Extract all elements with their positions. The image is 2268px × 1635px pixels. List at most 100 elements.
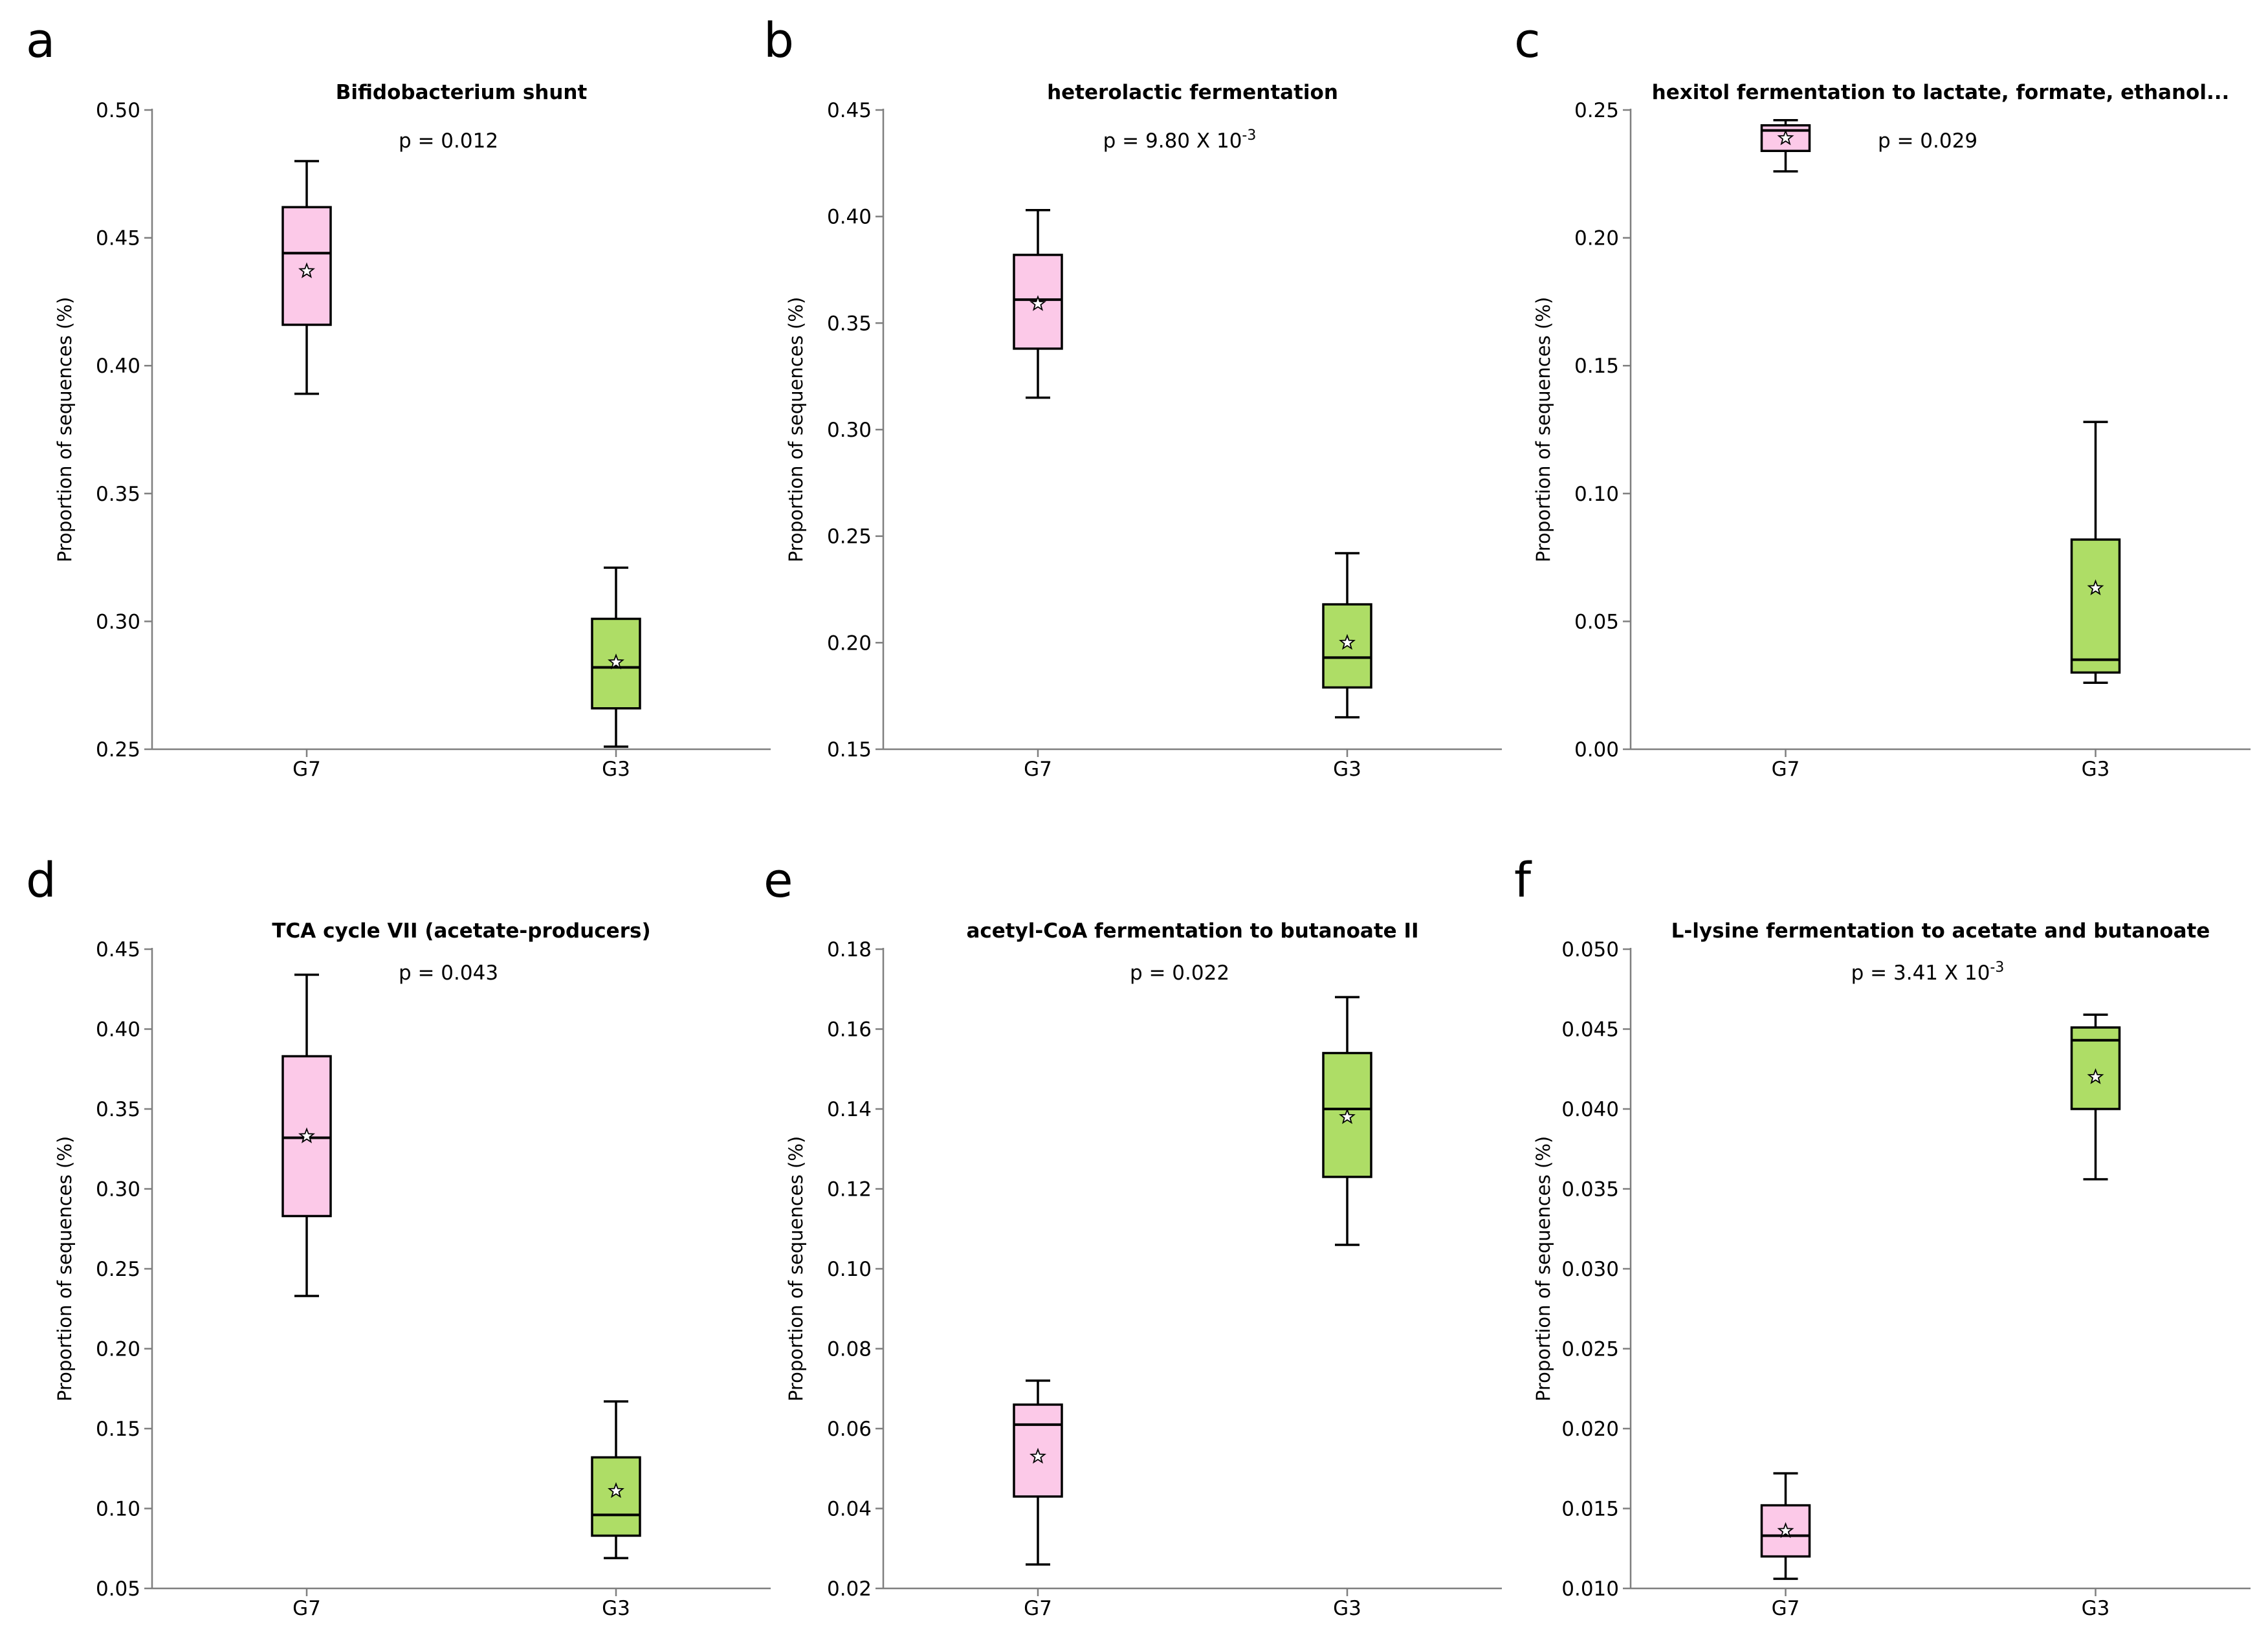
chart-title: L-lysine fermentation to acetate and but…	[1671, 919, 2210, 943]
y-tick-label: 0.25	[827, 525, 872, 549]
y-tick-label: 0.35	[827, 312, 872, 335]
y-tick-label: 0.040	[1561, 1098, 1619, 1121]
x-tick-label-g7: G7	[1772, 1597, 1800, 1620]
y-tick-label: 0.05	[1574, 610, 1619, 633]
y-tick-label: 0.35	[96, 1098, 140, 1121]
y-tick-label: 0.04	[827, 1498, 872, 1521]
box-g3	[2070, 421, 2121, 684]
y-tick-label: 0.025	[1561, 1338, 1619, 1361]
y-axis-label: Proportion of sequences (%)	[54, 297, 76, 562]
y-tick-label: 0.030	[1561, 1258, 1619, 1281]
y-tick-label: 0.45	[96, 227, 140, 250]
y-tick-label: 0.00	[1574, 738, 1619, 762]
p-value-label: p = 0.043	[399, 961, 498, 985]
iqr-box	[591, 1456, 641, 1537]
y-tick-label: 0.25	[96, 1258, 140, 1281]
mean-star-icon	[1029, 1447, 1046, 1464]
chart-title: hexitol fermentation to lactate, formate…	[1652, 81, 2230, 104]
chart-panel-c: c hexitol fermentation to lactate, format…	[1514, 13, 2251, 781]
p-value-label: p = 0.012	[399, 129, 498, 153]
y-tick-label: 0.18	[827, 938, 872, 961]
y-tick-label: 0.10	[96, 1498, 140, 1521]
mean-star-icon	[608, 653, 624, 670]
y-tick-label: 0.010	[1561, 1577, 1619, 1601]
y-axis-label: Proportion of sequences (%)	[1532, 297, 1554, 562]
chart-title: heterolactic fermentation	[1047, 81, 1338, 104]
mean-star-icon	[608, 1482, 624, 1498]
box-g3	[1322, 996, 1372, 1246]
iqr-box	[1322, 603, 1372, 689]
mean-star-icon	[298, 1127, 315, 1143]
y-axis-label: Proportion of sequences (%)	[54, 1136, 76, 1401]
x-tick-label-g3: G3	[602, 758, 630, 781]
y-tick-label: 0.02	[827, 1577, 872, 1601]
p-value-text: p = 0.012	[399, 129, 498, 153]
panel-letter: b	[764, 13, 794, 69]
box-g7	[281, 160, 332, 395]
y-tick-label: 0.25	[1574, 99, 1619, 122]
y-tick-label: 0.30	[96, 610, 140, 633]
chart-title: acetyl-CoA fermentation to butanoate II	[966, 919, 1418, 943]
x-tick-label-g3: G3	[1333, 758, 1361, 781]
mean-star-icon	[1339, 633, 1356, 650]
mean-star-icon	[1339, 1108, 1356, 1125]
x-tick-label-g3: G3	[602, 1597, 630, 1620]
mean-star-icon	[1029, 295, 1046, 311]
mean-star-icon	[1777, 129, 1794, 146]
y-tick-label: 0.12	[827, 1178, 872, 1202]
panel-letter: e	[764, 853, 793, 908]
box-g7	[1013, 1379, 1063, 1566]
y-tick-label: 0.16	[827, 1018, 872, 1042]
chart-panel-e: e acetyl-CoA fermentation to butanoate II…	[764, 853, 1502, 1620]
y-tick-label: 0.40	[827, 206, 872, 229]
p-value-text: p = 0.043	[399, 961, 498, 985]
x-tick-label-g7: G7	[292, 758, 321, 781]
x-tick-label-g7: G7	[1024, 1597, 1052, 1620]
p-value-text: p = 0.029	[1878, 129, 1977, 153]
y-tick-label: 0.25	[96, 738, 140, 762]
y-tick-label: 0.015	[1561, 1498, 1619, 1521]
y-tick-label: 0.40	[96, 355, 140, 378]
panel-letter: d	[26, 853, 56, 908]
y-tick-label: 0.08	[827, 1338, 872, 1361]
box-g7	[281, 973, 332, 1297]
y-tick-label: 0.20	[827, 631, 872, 655]
y-tick-label: 0.10	[1574, 483, 1619, 506]
y-axis-label: Proportion of sequences (%)	[785, 297, 807, 562]
x-tick-label-g3: G3	[2082, 758, 2110, 781]
y-tick-label: 0.50	[96, 99, 140, 122]
box-g3	[591, 566, 641, 748]
y-tick-label: 0.20	[1574, 227, 1619, 250]
chart-title: TCA cycle VII (acetate-producers)	[272, 919, 650, 943]
chart-title: Bifidobacterium shunt	[336, 81, 588, 104]
y-tick-label: 0.10	[827, 1258, 872, 1281]
box-g3	[1322, 552, 1372, 719]
y-tick-label: 0.20	[96, 1338, 140, 1361]
box-g3	[2070, 1013, 2121, 1181]
y-axis-label: Proportion of sequences (%)	[1532, 1136, 1554, 1401]
x-tick-label-g7: G7	[1772, 758, 1800, 781]
y-tick-label: 0.40	[96, 1018, 140, 1042]
p-value-text: p = 9.80 X 10	[1103, 129, 1242, 153]
p-value-exponent: -3	[1242, 127, 1256, 144]
x-tick-label-g3: G3	[2082, 1597, 2110, 1620]
y-tick-label: 0.020	[1561, 1418, 1619, 1441]
y-tick-label: 0.15	[96, 1418, 140, 1441]
y-tick-label: 0.050	[1561, 938, 1619, 961]
y-tick-label: 0.045	[1561, 1018, 1619, 1042]
y-tick-label: 0.06	[827, 1418, 872, 1441]
panel-letter: a	[26, 13, 55, 69]
y-axis-label: Proportion of sequences (%)	[785, 1136, 807, 1401]
y-tick-label: 0.45	[827, 99, 872, 122]
y-tick-label: 0.45	[96, 938, 140, 961]
y-tick-label: 0.14	[827, 1098, 872, 1121]
chart-panel-b: b heterolactic fermentation p = 9.80 X 10-…	[764, 13, 1502, 781]
p-value-text: p = 0.022	[1130, 961, 1229, 985]
box-g7	[1760, 1472, 1811, 1580]
y-tick-label: 0.35	[96, 483, 140, 506]
y-tick-label: 0.30	[96, 1178, 140, 1202]
p-value-exponent: -3	[1990, 960, 2004, 976]
chart-panel-d: d TCA cycle VII (acetate-producers) p = 0.…	[26, 853, 771, 1620]
mean-star-icon	[2087, 579, 2104, 595]
